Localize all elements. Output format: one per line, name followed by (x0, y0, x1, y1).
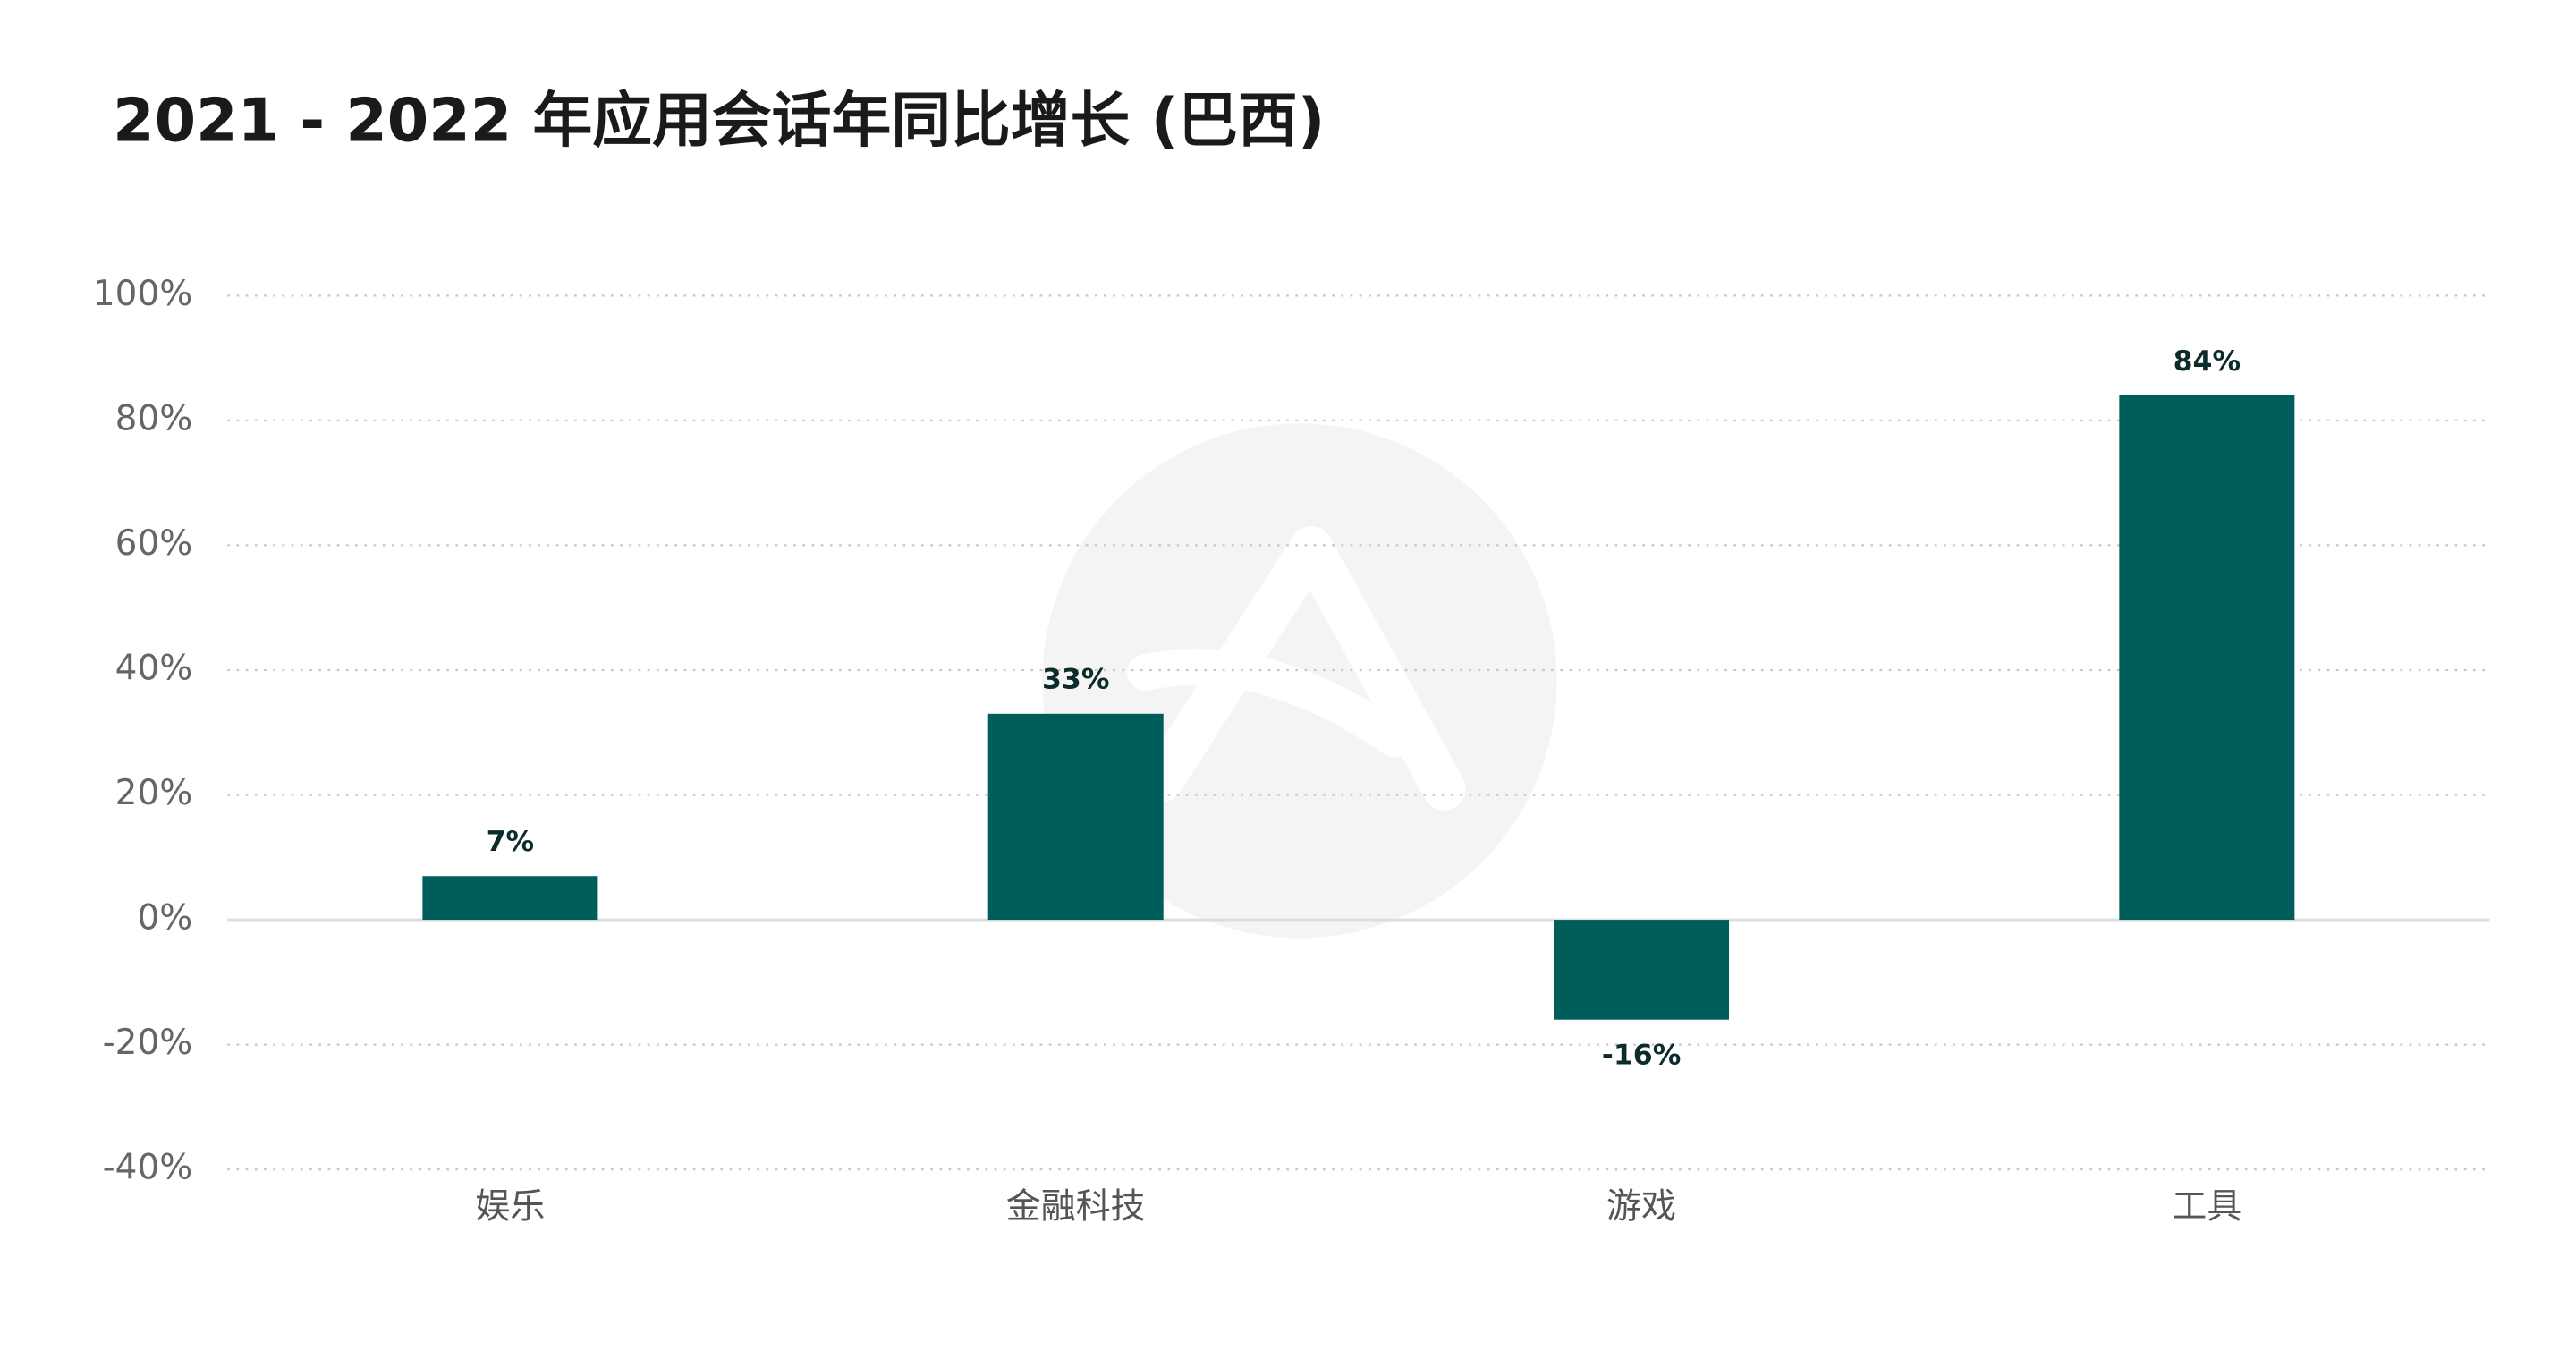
chart-title: 2021 - 2022 年应用会话年同比增长 (巴西) (113, 86, 1325, 156)
value-label: 7% (487, 826, 535, 858)
x-tick-label: 游戏 (1606, 1186, 1676, 1227)
value-label: 84% (2174, 345, 2241, 378)
value-label: -16% (1602, 1040, 1682, 1072)
x-tick-label: 娱乐 (475, 1186, 545, 1227)
y-tick-label: -40% (103, 1148, 193, 1188)
y-tick-label: 60% (115, 523, 193, 564)
y-tick-label: 80% (115, 398, 193, 438)
y-tick-label: 20% (115, 773, 193, 813)
value-label: 33% (1042, 664, 1109, 696)
y-tick-label: 40% (115, 648, 193, 688)
watermark (1042, 423, 1557, 939)
bar (422, 876, 598, 921)
y-tick-label: 0% (137, 898, 192, 939)
bar (987, 713, 1164, 921)
y-tick-label: -20% (103, 1023, 193, 1063)
bar (2119, 395, 2295, 921)
x-tick-label: 工具 (2172, 1186, 2241, 1227)
x-tick-label: 金融科技 (1006, 1186, 1146, 1227)
bar (1554, 920, 1730, 1020)
y-tick-label: 100% (93, 274, 192, 314)
